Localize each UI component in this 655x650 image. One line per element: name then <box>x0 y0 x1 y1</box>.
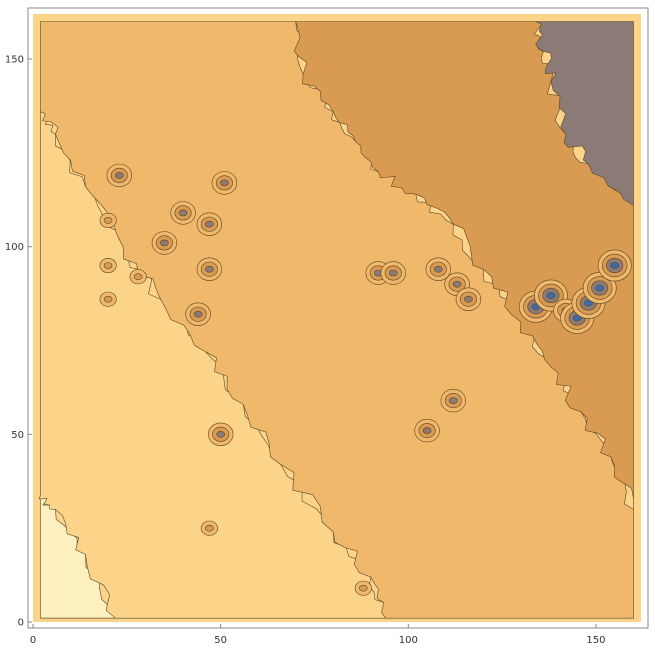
contour-spot-ring-4 <box>422 427 432 434</box>
contour-spot <box>582 272 617 304</box>
contour-spot-ring-4 <box>464 295 473 303</box>
x-tick-label: 100 <box>399 635 418 646</box>
contour-spot <box>414 418 440 443</box>
contour-spot-ring-4 <box>388 269 398 277</box>
contour-spot <box>129 269 147 285</box>
contour-spot <box>170 201 196 225</box>
contour-spot <box>196 212 223 236</box>
y-tick-label: 50 <box>11 430 24 441</box>
contour-spot <box>99 257 117 273</box>
contour-regions <box>33 14 641 622</box>
contour-spot-ring-5 <box>584 299 593 307</box>
y-tick-label: 0 <box>18 618 24 629</box>
contour-region-level-3 <box>293 21 634 510</box>
contour-spot-ring-3 <box>103 262 113 269</box>
x-tick-label: 50 <box>214 635 227 646</box>
contour-region-level-4 <box>535 21 634 206</box>
contour-spot-ring-4 <box>433 265 443 273</box>
y-axis-ticks: 0 50 100 150 <box>5 55 32 629</box>
contour-spot <box>597 249 632 282</box>
x-tick-label: 150 <box>586 635 605 646</box>
contour-spot-ring-5 <box>546 292 556 299</box>
contour-spot-ring-3 <box>205 524 214 532</box>
plot-frame <box>27 7 649 629</box>
contour-spot-ring-4 <box>205 220 214 228</box>
contour-spot-ring-4 <box>216 430 225 438</box>
contour-spot-ring-3 <box>133 273 143 281</box>
y-tick-label: 100 <box>5 242 24 253</box>
contour-spot <box>185 302 211 326</box>
contour-spots <box>99 163 632 596</box>
contour-spot-ring-5 <box>595 284 605 292</box>
contour-spot-ring-3 <box>358 584 368 592</box>
contour-spot <box>200 520 218 536</box>
contour-spot-ring-4 <box>193 310 203 318</box>
contour-spot <box>151 231 178 255</box>
contour-spot <box>99 291 117 307</box>
x-tick-label: 0 <box>30 635 36 646</box>
y-tick-label: 150 <box>5 55 24 66</box>
contour-spot <box>196 257 223 281</box>
contour-spot-ring-4 <box>452 280 462 288</box>
contour-spot <box>99 212 117 228</box>
contour-spot <box>380 261 406 285</box>
contour-spot-ring-3 <box>103 217 113 224</box>
contour-spot <box>208 422 234 446</box>
contour-spot <box>440 388 466 413</box>
contour-spot-ring-4 <box>205 265 214 273</box>
contour-spot-ring-4 <box>220 179 229 187</box>
contour-spot-ring-4 <box>160 239 169 247</box>
contour-spot-ring-3 <box>103 295 113 303</box>
contour-spot <box>354 580 372 596</box>
contour-spot-ring-4 <box>178 209 188 217</box>
contour-spot <box>534 279 568 312</box>
contour-spot-ring-5 <box>572 314 582 322</box>
contour-spot <box>425 257 451 281</box>
contour-spot <box>106 163 133 188</box>
contour-spot-ring-4 <box>448 397 458 404</box>
x-axis-ticks: 0 50 100 150 <box>30 624 606 646</box>
contour-spot-ring-4 <box>115 172 124 179</box>
contour-spot-ring-5 <box>610 262 620 269</box>
contour-spot <box>455 287 482 311</box>
contour-spot <box>211 171 238 195</box>
